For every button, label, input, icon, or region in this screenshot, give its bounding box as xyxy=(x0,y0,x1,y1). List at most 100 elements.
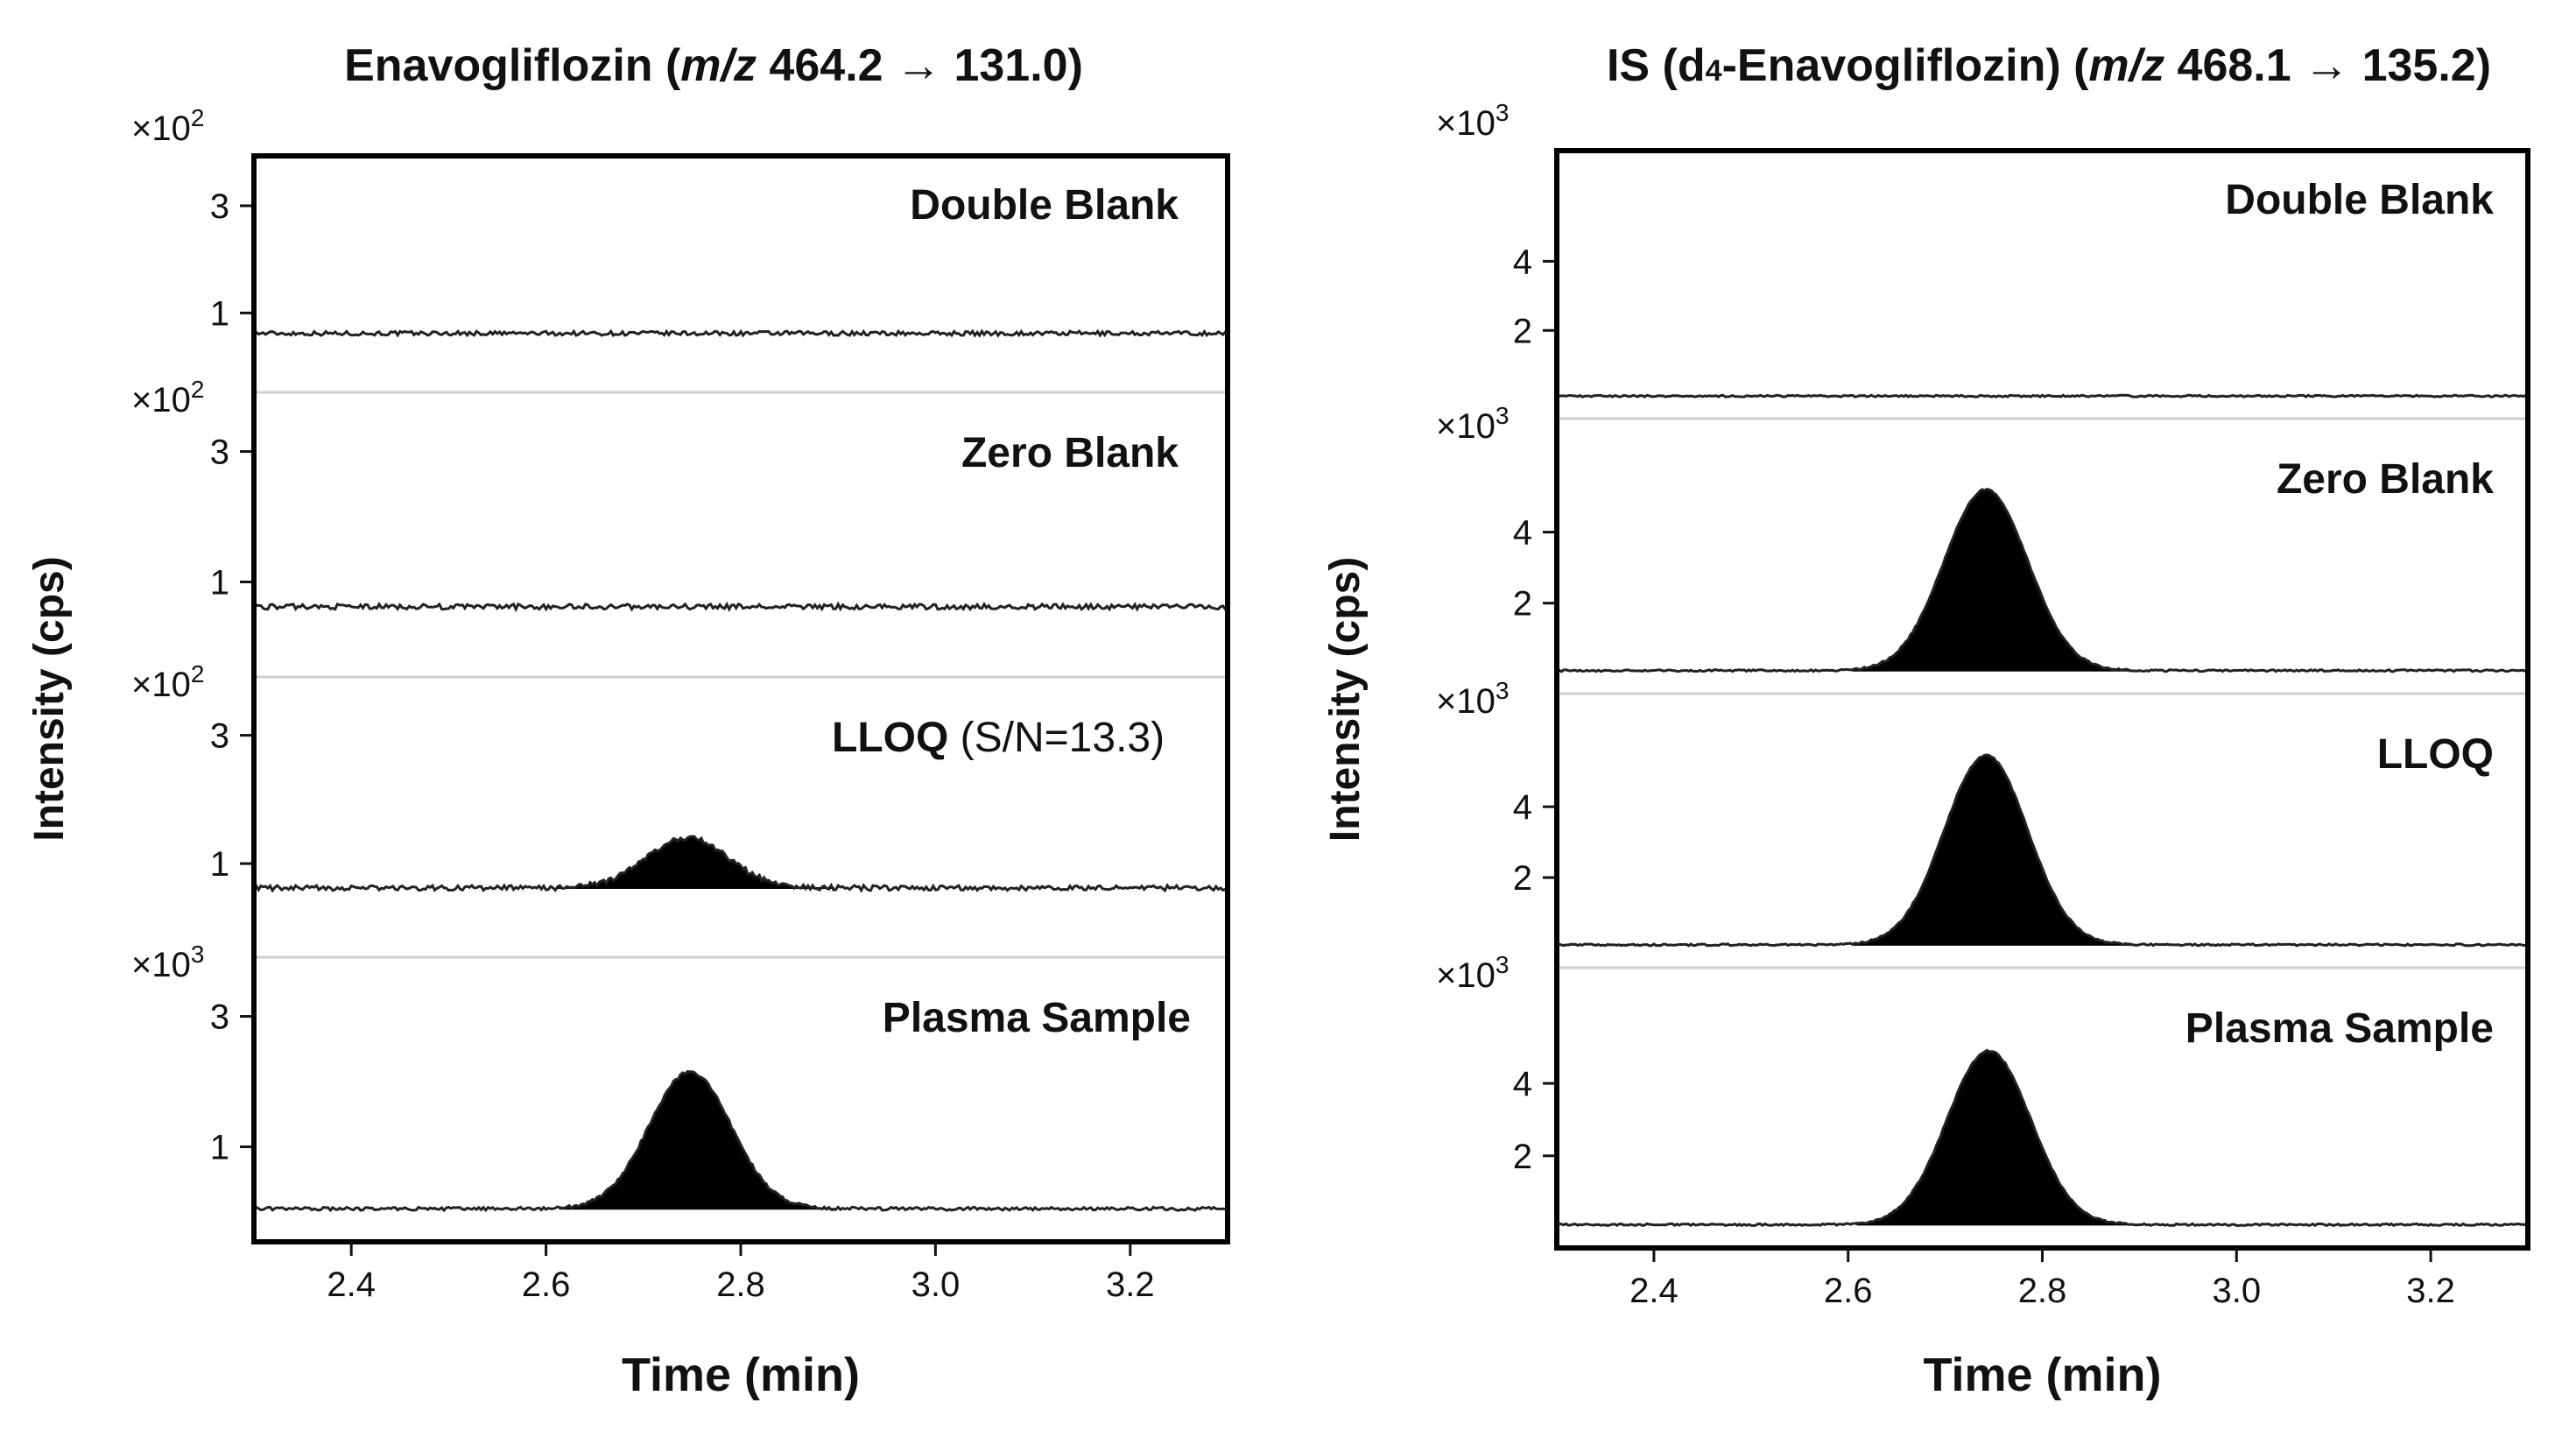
panel-label: Plasma Sample xyxy=(883,995,1191,1041)
title-mz: m/z xyxy=(2088,40,2164,91)
peak-area xyxy=(559,1070,837,1211)
panel-label: Plasma Sample xyxy=(2185,1005,2494,1052)
scale-exponent: 3 xyxy=(1496,99,1510,126)
chromatogram-trace xyxy=(252,328,1228,338)
title-subscript: 4 xyxy=(1706,54,1722,88)
title-mz: m/z xyxy=(680,40,757,91)
panel-label-main: Zero Blank xyxy=(2277,456,2494,503)
scale-base: ×10 xyxy=(1436,104,1496,143)
scale-multiplier: ×103 xyxy=(1436,402,1509,446)
y-tick-label: 3 xyxy=(210,998,229,1037)
chromatogram-trace xyxy=(1556,393,2529,398)
y-tick-label: 4 xyxy=(1513,243,1532,281)
scale-exponent: 3 xyxy=(191,941,205,968)
scale-exponent: 2 xyxy=(191,660,205,687)
x-tick-label: 2.4 xyxy=(327,1265,376,1304)
y-tick-label: 4 xyxy=(1513,514,1532,553)
plot-frame xyxy=(1554,148,2530,1251)
panel-label: LLOQ (S/N=13.3) xyxy=(832,715,1165,761)
scale-base: ×10 xyxy=(1436,682,1496,721)
panel-1: 3 1 ×102 Double Blank xyxy=(131,104,1228,338)
panel-label: Zero Blank xyxy=(2277,456,2494,503)
chart-title-1: Enavogliflozin (m/z 464.2 → 131.0) xyxy=(344,40,1083,91)
plot-frame xyxy=(251,153,1230,1244)
y-tick-label: 1 xyxy=(210,845,229,884)
panel-label-main: Plasma Sample xyxy=(883,995,1191,1041)
panel-label-main: LLOQ xyxy=(2377,731,2494,778)
panel-label: Zero Blank xyxy=(961,430,1179,476)
panel-label-suffix: (S/N=13.3) xyxy=(948,715,1165,761)
panel-3: 4 2 ×103 LLOQ xyxy=(1436,677,2529,948)
y-tick-label: 1 xyxy=(210,294,229,333)
peak-area xyxy=(1851,488,2136,673)
panel-1: 4 2 ×103 Double Blank xyxy=(1436,99,2529,398)
y-tick-label: 3 xyxy=(210,187,229,226)
panel-3: 3 1 ×102 LLOQ (S/N=13.3) xyxy=(131,660,1228,893)
scale-multiplier: ×103 xyxy=(1436,99,1509,143)
x-tick-label: 3.2 xyxy=(1106,1265,1155,1304)
scale-base: ×10 xyxy=(131,666,191,704)
scale-multiplier: ×103 xyxy=(131,941,204,984)
chromatogram-trace xyxy=(1556,1048,2529,1228)
title-prefix: IS (d xyxy=(1607,40,1706,91)
scale-exponent: 3 xyxy=(1496,402,1510,429)
x-tick-label: 3.0 xyxy=(2212,1272,2261,1310)
panel-label: Double Blank xyxy=(910,182,1179,229)
panel-2: 4 2 ×103 Zero Blank xyxy=(1436,402,2529,673)
scale-exponent: 3 xyxy=(1496,951,1510,978)
scale-exponent: 2 xyxy=(191,104,205,131)
x-tick-label: 2.6 xyxy=(522,1265,571,1304)
panel-4: 4 2 ×103 Plasma Sample xyxy=(1436,951,2529,1228)
y-tick-label: 1 xyxy=(210,563,229,602)
title-suffix: 464.2 → 131.0) xyxy=(757,40,1083,91)
y-tick-label: 3 xyxy=(210,717,229,756)
y-tick-label: 1 xyxy=(210,1128,229,1167)
panel-label-main: Zero Blank xyxy=(961,430,1179,476)
scale-base: ×10 xyxy=(131,381,191,419)
panel-label: Double Blank xyxy=(2225,177,2494,223)
scale-multiplier: ×103 xyxy=(1436,677,1509,721)
scale-multiplier: ×102 xyxy=(131,376,204,419)
x-tick-label: 2.6 xyxy=(1824,1272,1873,1310)
scale-base: ×10 xyxy=(1436,407,1496,446)
y-tick-label: 3 xyxy=(210,434,229,472)
y-tick-label: 4 xyxy=(1513,1065,1532,1103)
chart-title-2: IS (d4-Enavogliflozin) (m/z 468.1 → 135.… xyxy=(1607,40,2491,91)
chromatogram-trace xyxy=(252,601,1229,613)
y-tick-label: 2 xyxy=(1513,859,1532,898)
y-axis-label: Intensity (cps) xyxy=(26,556,73,841)
chromatogram-trace xyxy=(1556,487,2529,673)
y-tick-label: 2 xyxy=(1513,585,1532,624)
scale-multiplier: ×102 xyxy=(131,660,204,704)
x-tick-label: 3.0 xyxy=(911,1265,961,1304)
peak-area xyxy=(1851,753,2136,947)
x-axis-label: Time (min) xyxy=(1923,1349,2161,1401)
scale-base: ×10 xyxy=(131,109,191,148)
panel-label-main: LLOQ xyxy=(832,715,948,761)
y-tick-label: 2 xyxy=(1513,312,1532,350)
scale-base: ×10 xyxy=(131,946,191,984)
chromatogram-trace xyxy=(1556,753,2529,948)
scale-multiplier: ×102 xyxy=(131,104,204,148)
x-axis-label: Time (min) xyxy=(622,1349,860,1401)
panel-label-main: Double Blank xyxy=(910,182,1179,229)
scale-exponent: 3 xyxy=(1496,677,1510,704)
y-tick-label: 4 xyxy=(1513,788,1532,827)
panel-label: LLOQ xyxy=(2377,731,2494,778)
chromatogram-trace xyxy=(252,835,1228,893)
scale-base: ×10 xyxy=(1436,956,1496,995)
title-suffix: 468.1 → 135.2) xyxy=(2164,40,2491,91)
chromatogram-trace xyxy=(252,1069,1228,1213)
panel-2: 3 1 ×102 Zero Blank xyxy=(131,376,1229,613)
y-tick-label: 2 xyxy=(1513,1138,1532,1176)
scale-multiplier: ×103 xyxy=(1436,951,1509,995)
x-tick-label: 2.8 xyxy=(2018,1272,2067,1310)
x-tick-label: 3.2 xyxy=(2406,1272,2455,1310)
x-tick-label: 2.8 xyxy=(716,1265,765,1304)
title-mid: -Enavogliflozin) ( xyxy=(1722,40,2090,91)
scale-exponent: 2 xyxy=(191,376,205,403)
panel-label-main: Plasma Sample xyxy=(2185,1005,2494,1052)
